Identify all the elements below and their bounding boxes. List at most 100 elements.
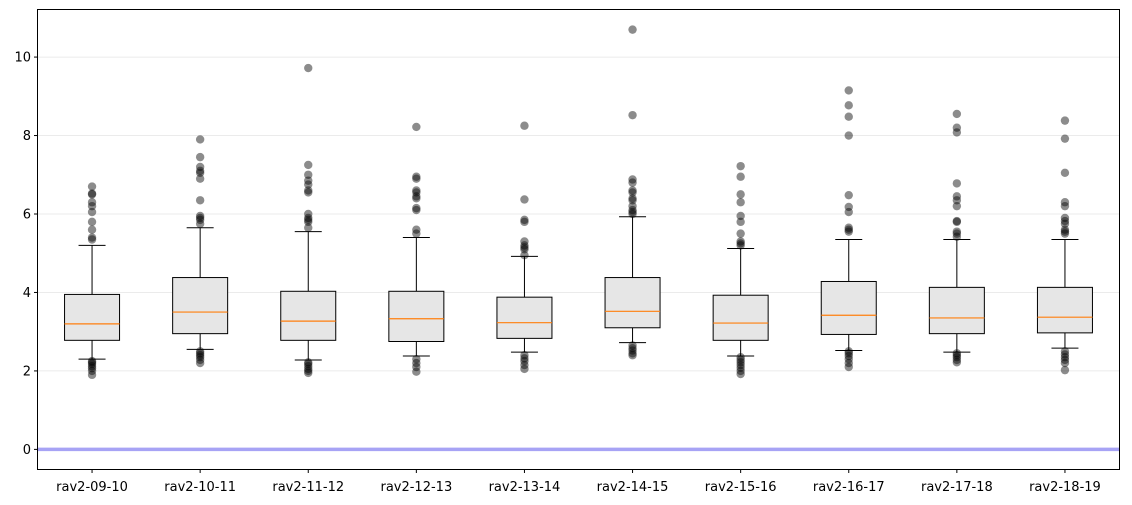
outlier-point — [736, 172, 745, 181]
outlier-point — [952, 355, 962, 365]
outlier-point — [412, 174, 421, 183]
outlier-point — [520, 351, 529, 360]
outlier-point — [628, 110, 637, 120]
outlier-point — [520, 241, 529, 250]
outlier-point — [195, 213, 205, 223]
outlier-point — [628, 178, 637, 187]
outlier-point — [736, 366, 745, 376]
outlier-point — [628, 343, 637, 353]
outlier-point — [412, 188, 421, 197]
outlier-point — [1060, 227, 1070, 236]
x-tick-label: rav2-18-19 — [1029, 480, 1101, 495]
outlier-point — [736, 355, 745, 365]
outlier-point — [304, 170, 313, 179]
outlier-point — [304, 176, 313, 185]
outlier-point — [628, 205, 637, 215]
box-rav2-12-13 — [388, 237, 445, 357]
outlier-point — [195, 352, 205, 362]
outlier-point — [520, 360, 529, 370]
outlier-point — [87, 201, 97, 211]
outlier-point — [736, 190, 745, 199]
iqr-box — [1036, 286, 1093, 334]
outlier-point — [952, 128, 962, 137]
outlier-point — [87, 207, 97, 217]
outlier-point — [87, 358, 97, 367]
iqr-box — [280, 290, 337, 341]
outliers-layer — [87, 25, 1070, 380]
outlier-point — [412, 172, 421, 181]
outlier-point — [844, 362, 853, 372]
outlier-point — [736, 198, 745, 207]
outlier-point — [628, 341, 637, 350]
outlier-point — [1060, 225, 1070, 234]
x-tick-label: rav2-11-12 — [272, 480, 344, 495]
outlier-point — [952, 109, 962, 119]
outlier-point — [844, 347, 853, 356]
outlier-point — [195, 351, 205, 360]
outlier-point — [736, 239, 745, 248]
outlier-point — [844, 112, 853, 121]
x-tick-label: rav2-14-15 — [597, 480, 669, 495]
outlier-point — [1060, 352, 1070, 362]
outlier-point — [304, 209, 313, 219]
x-tick-label: rav2-13-14 — [489, 480, 561, 495]
iqr-box — [712, 294, 769, 341]
x-tick-label: rav2-15-16 — [705, 480, 777, 495]
outlier-point — [87, 362, 97, 371]
plot-frame — [37, 9, 1120, 470]
outlier-point — [736, 241, 745, 250]
outlier-point — [952, 123, 962, 132]
outlier-point — [304, 359, 313, 369]
outlier-point — [195, 166, 205, 176]
outlier-point — [844, 207, 853, 217]
outlier-point — [412, 354, 421, 364]
outlier-point — [520, 121, 529, 130]
outlier-point — [304, 368, 313, 378]
outlier-point — [844, 131, 853, 140]
outlier-point — [1060, 168, 1070, 178]
outlier-point — [1060, 201, 1070, 211]
outlier-point — [1060, 219, 1070, 229]
outlier-point — [195, 168, 205, 178]
x-tick-label: rav2-17-18 — [921, 480, 993, 495]
outlier-point — [520, 237, 529, 246]
outlier-point — [844, 190, 853, 200]
outlier-point — [412, 194, 421, 203]
outlier-point — [520, 356, 529, 366]
outlier-point — [195, 135, 205, 144]
outlier-point — [195, 211, 205, 221]
outlier-point — [1060, 116, 1070, 125]
outlier-point — [304, 217, 313, 227]
outlier-point — [736, 363, 745, 372]
outlier-point — [736, 360, 745, 370]
outlier-point — [304, 362, 313, 371]
outlier-point — [628, 186, 637, 195]
outlier-point — [87, 189, 97, 198]
iqr-box — [928, 286, 985, 335]
outlier-point — [952, 351, 962, 360]
box-rav2-14-15 — [604, 216, 661, 344]
boxes-layer — [64, 216, 1093, 361]
box-rav2-16-17 — [820, 239, 877, 352]
outlier-point — [87, 225, 97, 234]
outlier-point — [952, 201, 962, 211]
outlier-point — [195, 358, 205, 368]
outlier-point — [1060, 355, 1070, 365]
iqr-box — [604, 277, 661, 329]
outlier-point — [952, 227, 962, 236]
outlier-point — [304, 188, 313, 197]
outlier-point — [412, 362, 421, 372]
outlier-point — [952, 196, 962, 205]
outlier-point — [520, 195, 529, 204]
outlier-point — [520, 217, 529, 227]
outlier-point — [195, 219, 205, 229]
x-tick-label: rav2-10-11 — [164, 480, 236, 495]
outlier-point — [304, 63, 313, 73]
outlier-point — [628, 349, 637, 358]
outlier-point — [195, 355, 205, 365]
outlier-point — [87, 356, 97, 366]
outlier-point — [1060, 213, 1070, 223]
outlier-point — [87, 198, 97, 207]
outlier-point — [844, 227, 853, 236]
